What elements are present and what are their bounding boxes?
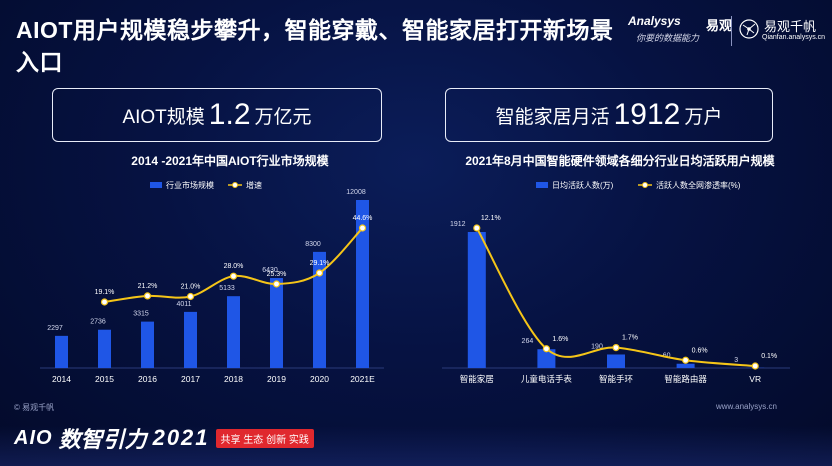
footer-url: www.analysys.cn xyxy=(716,402,777,411)
bar-value-label: 190 xyxy=(591,343,603,350)
legend-line-marker xyxy=(642,182,648,188)
bar-value-label: 3315 xyxy=(133,311,149,318)
x-tick-label: 2018 xyxy=(224,374,243,384)
event-tagline: 共享 生态 创新 实践 xyxy=(215,428,314,448)
x-tick-label: 儿童电话手表 xyxy=(521,374,573,384)
line-point xyxy=(473,224,481,232)
line-point xyxy=(358,224,367,232)
x-tick-label: 智能路由器 xyxy=(664,374,707,384)
line-point xyxy=(229,272,238,280)
chart-title-aiot-market: 2014 -2021年中国AIOT行业市场规模 xyxy=(131,154,329,168)
charts-canvas: 行业市场规模 增速 2297 2014 2736 2015 3315 2016 4011 2017… xyxy=(40,180,790,384)
line-value-label: 21.0% xyxy=(181,283,201,290)
kpi-smart-home-mau: 智能家居月活 1912 万户 xyxy=(445,88,773,142)
line-value-label: 21.2% xyxy=(138,283,158,290)
line-point xyxy=(315,269,324,277)
bar xyxy=(467,232,486,368)
kpi-value: 1.2 xyxy=(208,98,251,131)
event-year: 2021 xyxy=(152,425,210,450)
brand-divider xyxy=(731,16,732,46)
x-tick-label: 2016 xyxy=(138,374,157,384)
event-logo: AIO xyxy=(14,426,53,449)
bar xyxy=(356,200,369,368)
kpi-label: AIOT规模 xyxy=(122,106,205,128)
line-value-label: 25.3% xyxy=(267,271,287,278)
analysys-logo: Analysys xyxy=(628,14,681,28)
bar xyxy=(607,354,625,368)
x-tick-label: 2019 xyxy=(267,374,286,384)
line-point xyxy=(272,280,281,288)
line-point xyxy=(542,345,551,353)
line-value-label: 28.0% xyxy=(224,263,244,270)
line-point xyxy=(100,298,109,306)
x-tick-label: 智能家居 xyxy=(460,374,494,384)
legend-line-label: 活跃人数全网渗透率(%) xyxy=(656,180,741,190)
chart-title-smart-hardware: 2021年8月中国智能硬件领域各细分行业日均活跃用户规模 xyxy=(465,154,775,168)
legend-line-marker xyxy=(232,182,238,188)
legend-bar-swatch xyxy=(150,182,162,188)
line-point xyxy=(681,356,690,364)
x-tick-label: 2014 xyxy=(52,374,71,384)
kpi-value: 1912 xyxy=(613,98,681,131)
bar xyxy=(227,296,240,368)
x-tick-label: 2021E xyxy=(350,374,375,384)
x-tick-label: 2020 xyxy=(310,374,329,384)
bar xyxy=(55,335,68,368)
legend-bar-swatch xyxy=(536,182,548,188)
line-value-label: 0.6% xyxy=(692,347,708,354)
qianfan-icon xyxy=(739,19,759,39)
bar-value-label: 4011 xyxy=(176,301,191,308)
legend-bar-label: 日均活跃人数(万) xyxy=(552,180,614,190)
bar xyxy=(537,349,556,368)
line-value-label: 29.1% xyxy=(310,260,330,267)
line-value-label: 1.7% xyxy=(622,335,638,342)
line-value-label: 0.1% xyxy=(761,353,777,360)
brand-name: 易观 xyxy=(706,18,733,33)
line-value-label: 19.1% xyxy=(95,289,115,296)
bar xyxy=(270,278,283,368)
line-point xyxy=(751,362,759,370)
bar-value-label: 3 xyxy=(734,357,738,364)
x-tick-label: 2017 xyxy=(181,374,200,384)
line-point xyxy=(186,292,195,301)
bar-value-label: 1912 xyxy=(450,221,466,228)
bar xyxy=(98,329,111,368)
bar-value-label: 2736 xyxy=(90,319,106,326)
line-point xyxy=(612,344,620,352)
bar-value-label: 264 xyxy=(522,338,534,345)
page-title: AIOT用户规模稳步攀升，智能穿戴、智能家居打开新场景入口 xyxy=(16,17,614,75)
line-value-label: 12.1% xyxy=(481,215,501,222)
bar xyxy=(676,363,695,368)
footer-copyright: © 易观千帆 xyxy=(14,403,55,412)
kpi-label: 智能家居月活 xyxy=(495,106,610,128)
bar-value-label: 12008 xyxy=(346,189,366,196)
brand-name-qianfan: 易观千帆 xyxy=(764,19,817,34)
bar-value-label: 5133 xyxy=(219,285,235,292)
bar-value-label: 6430 xyxy=(262,267,278,274)
line-point xyxy=(143,292,152,300)
kpi-unit: 万亿元 xyxy=(254,106,312,128)
legend-bar-label: 行业市场规模 xyxy=(166,180,214,190)
bar xyxy=(141,321,154,368)
x-tick-label: VR xyxy=(749,374,761,384)
bar-value-label: 8300 xyxy=(305,241,321,248)
bar-value-label: 2297 xyxy=(47,325,63,332)
bar xyxy=(313,251,326,368)
x-tick-label: 智能手环 xyxy=(599,374,634,384)
kpi-aiot-scale: AIOT规模 1.2 万亿元 xyxy=(52,88,382,142)
line-value-label: 1.6% xyxy=(552,336,568,343)
x-tick-label: 2015 xyxy=(95,374,114,384)
kpi-unit: 万户 xyxy=(684,106,723,128)
brand-slogan: 你要的数据能力 xyxy=(636,33,700,43)
brand-block: Analysys 易观 你要的数据能力 易观千帆 Qianfan.analysy… xyxy=(628,14,825,48)
event-name: 数智引力 xyxy=(58,427,147,452)
brand-url: Qianfan.analysys.cn xyxy=(762,34,826,41)
line-value-label: 44.6% xyxy=(353,215,373,222)
event-banner: AIO 数智引力 2021 共享 生态 创新 实践 xyxy=(14,424,314,452)
bar xyxy=(184,311,197,368)
legend-line-label: 增速 xyxy=(246,180,262,190)
footer-glow xyxy=(0,426,832,466)
series-line xyxy=(475,227,756,367)
